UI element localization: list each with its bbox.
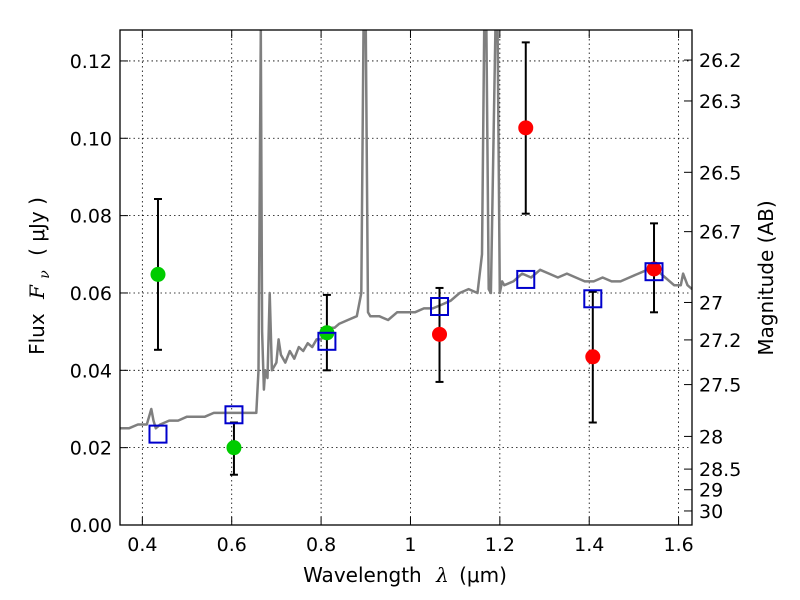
y-tick-label: 0.00 [70, 515, 112, 537]
y-tick-label: 0.10 [70, 128, 112, 150]
y-axis-label-symbol: F [25, 284, 49, 300]
grid-lines [120, 30, 692, 526]
spectrum-line [120, 30, 692, 430]
y-axis-label-text: Flux [25, 313, 49, 355]
y2-tick-label: 30 [699, 501, 723, 523]
y2-tick-label: 28 [699, 426, 723, 448]
data-point [226, 440, 242, 456]
y2-tick-label: 27 [699, 292, 723, 314]
data-point [150, 266, 166, 282]
data-point [585, 349, 601, 365]
y2-tick-label: 26.5 [699, 162, 741, 184]
x-tick-label: 0.8 [306, 534, 336, 556]
x-tick-label: 1.6 [663, 534, 693, 556]
data-point [518, 120, 534, 136]
y-tick-label: 0.04 [70, 360, 112, 382]
y-tick-label: 0.08 [70, 206, 112, 228]
model-square [583, 289, 603, 309]
x-tick-label: 0.4 [127, 534, 157, 556]
y2-tick-label: 26.7 [699, 222, 741, 244]
data-point [432, 326, 448, 342]
x-axis-label-text: Wavelength [303, 563, 422, 587]
x-tick-label: 0.6 [217, 534, 247, 556]
model-square [430, 297, 450, 317]
model-square [224, 405, 244, 425]
y-axis-label: Flux F ν ( μJy ) [25, 197, 54, 355]
y2-tick-label: 28.5 [699, 459, 741, 481]
y2-axis-label: Magnitude (AB) [754, 200, 778, 355]
x-axis-label-symbol: λ [435, 563, 449, 587]
y2-tick-label: 26.3 [699, 91, 741, 113]
x-axis-label-unit: (μm) [459, 563, 507, 587]
model-square [148, 424, 168, 444]
x-tick-label: 1.2 [485, 534, 515, 556]
y-tick-label: 0.02 [70, 438, 112, 460]
y2-tick-label: 27.5 [699, 375, 741, 397]
y-tick-label: 0.06 [70, 283, 112, 305]
y-tick-label: 0.12 [70, 51, 112, 73]
y-axis-label-subscript: ν [37, 270, 53, 279]
y-axis-label-unit: ( μJy ) [25, 197, 49, 256]
model-square [516, 269, 536, 289]
x-axis-label: Wavelength λ (μm) [303, 563, 507, 587]
y2-tick-label: 27.2 [699, 330, 741, 352]
y2-tick-label: 29 [699, 480, 723, 502]
x-tick-label: 1.4 [574, 534, 604, 556]
plot-frame [119, 29, 693, 526]
data-point [646, 261, 662, 277]
model-square [317, 331, 337, 351]
y2-tick-label: 26.2 [699, 50, 741, 72]
plot-content [120, 30, 692, 476]
x-tick-label: 1 [404, 534, 416, 556]
tick-labels: 0.4 0.6 0.8 1 1.2 1.4 1.6 0.00 0.02 0.04 0.06 0.08 0… [70, 50, 742, 556]
model-square [644, 262, 664, 282]
tick-marks [120, 30, 692, 526]
plot-border [119, 29, 693, 526]
